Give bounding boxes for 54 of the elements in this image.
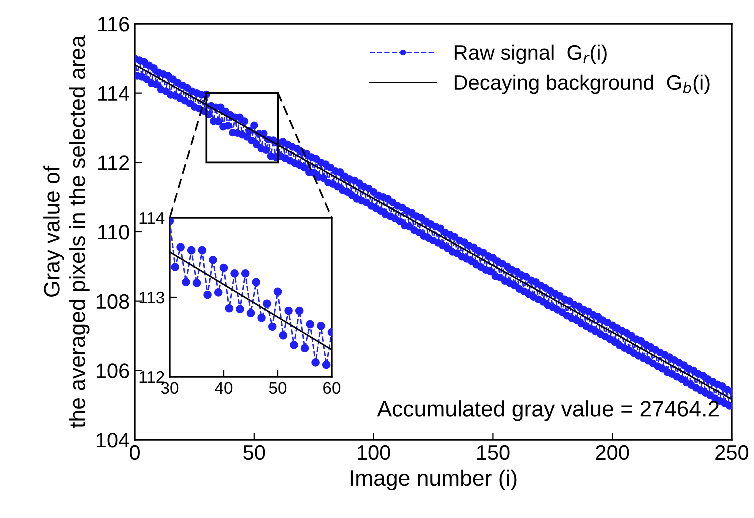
annotation: Accumulated gray value = 27464.2 <box>377 400 719 422</box>
x-tick-label: 40 <box>215 382 233 394</box>
point <box>182 278 190 287</box>
point <box>204 290 212 300</box>
x-tick-label: 50 <box>244 445 266 460</box>
point <box>290 341 298 350</box>
point <box>176 243 185 252</box>
point <box>268 322 277 332</box>
x-axis-title: Image number (i) <box>350 470 517 491</box>
point <box>220 264 228 272</box>
y-tick-label: 113 <box>140 292 164 304</box>
point <box>209 256 218 264</box>
legend-label: Raw signal G$_{r}$(i) <box>454 44 607 64</box>
x-tick-label: 60 <box>324 382 341 394</box>
point <box>274 288 282 296</box>
point <box>306 320 315 329</box>
point <box>279 331 288 340</box>
point <box>230 269 239 278</box>
point <box>300 344 310 353</box>
x-tick-label: 100 <box>358 445 390 460</box>
y-tick-label: 114 <box>140 212 165 224</box>
y-tick-label: 114 <box>98 86 130 101</box>
x-tick-label: 150 <box>477 445 510 460</box>
x-tick-label: 200 <box>596 445 630 460</box>
x-tick-label: 50 <box>269 382 287 394</box>
point <box>295 306 304 316</box>
point <box>263 300 272 308</box>
y-axis-title: Gray value of the averaged pixels in the selected area <box>44 36 90 428</box>
point <box>284 306 293 316</box>
point <box>322 360 331 370</box>
point <box>246 309 256 318</box>
point <box>198 246 207 255</box>
point <box>187 246 196 255</box>
y-tick-label: 112 <box>140 371 164 384</box>
y-tick-label: 106 <box>96 364 130 378</box>
point <box>312 358 320 367</box>
point <box>236 305 244 314</box>
y-tick-label: 108 <box>96 294 130 310</box>
x-tick-label: 0 <box>130 445 140 460</box>
x-tick-label: 250 <box>716 445 749 460</box>
point <box>252 278 261 287</box>
x-tick-label: 30 <box>161 382 179 394</box>
y-tick-label: 104 <box>96 433 130 448</box>
y-tick-label: 110 <box>98 225 130 240</box>
point <box>258 314 266 322</box>
y-tick-label: 112 <box>98 156 130 170</box>
legend-label: Decaying background G$_{b}$(i) <box>454 74 710 94</box>
point <box>241 269 250 278</box>
point <box>214 288 223 297</box>
point <box>192 279 202 288</box>
point <box>171 263 180 272</box>
point <box>225 304 234 313</box>
y-tick-label: 116 <box>98 17 130 32</box>
point <box>317 322 326 330</box>
